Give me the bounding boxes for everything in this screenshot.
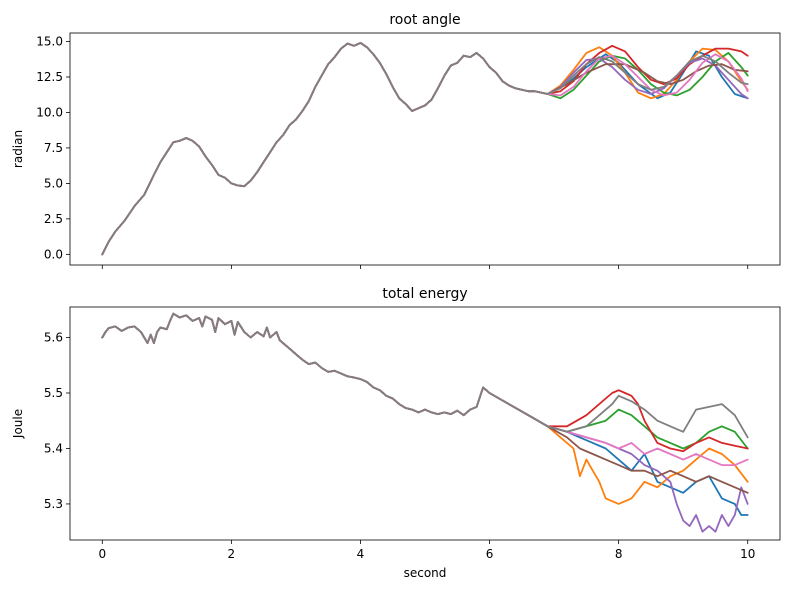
x-tick-label: 4: [357, 547, 365, 561]
y-tick-label: 5.4: [44, 441, 63, 455]
y-tick-label: 0.0: [44, 247, 63, 261]
series-line-3: [101, 42, 749, 256]
series-line-3: [101, 312, 749, 450]
series-line-6: [101, 42, 749, 256]
y-tick-label: 10.0: [36, 105, 63, 119]
total-energy-panel: 0 2 4 6 8 10 5.3 5.4 5.5 5.6 total energy Joule seco…: [11, 286, 781, 580]
series-line-4: [101, 42, 749, 256]
x-tick-label: 6: [486, 547, 494, 561]
y-tick-label: 5.3: [44, 497, 63, 511]
series-line-2: [101, 42, 749, 256]
series-line-7: [101, 312, 749, 466]
root-angle-panel: 0.0 2.5 5.0 7.5 10.0 12.5 15.0 root angle radian: [11, 12, 781, 269]
y-tick-label: 7.5: [44, 141, 63, 155]
y-tick-label: 5.5: [44, 386, 63, 400]
y-tick-label: 5.6: [44, 331, 63, 345]
series-group: [101, 42, 749, 256]
series-line-8: [101, 312, 749, 439]
series-line-8: [101, 42, 749, 256]
chart-title: root angle: [389, 12, 460, 28]
series-group: [101, 312, 749, 533]
series-line-5: [101, 42, 749, 256]
series-line-7: [101, 42, 749, 256]
plot-frame: [69, 32, 781, 266]
series-line-4: [101, 312, 749, 453]
y-tick-label: 5.0: [44, 176, 63, 190]
chart-title: total energy: [382, 286, 467, 302]
series-line-5: [101, 312, 749, 533]
y-tick-label: 15.0: [36, 35, 63, 49]
y-axis-label: Joule: [11, 409, 25, 439]
x-tick-label: 2: [228, 547, 236, 561]
x-tick-label: 0: [98, 547, 106, 561]
x-tick-label: 10: [740, 547, 755, 561]
y-tick-label: 2.5: [44, 212, 63, 226]
plot-frame: [69, 306, 781, 541]
y-tick-label: 12.5: [36, 70, 63, 84]
x-tick-label: 8: [615, 547, 623, 561]
x-axis-label: second: [404, 566, 447, 580]
y-axis-label: radian: [11, 130, 25, 168]
series-line-1: [101, 42, 749, 256]
